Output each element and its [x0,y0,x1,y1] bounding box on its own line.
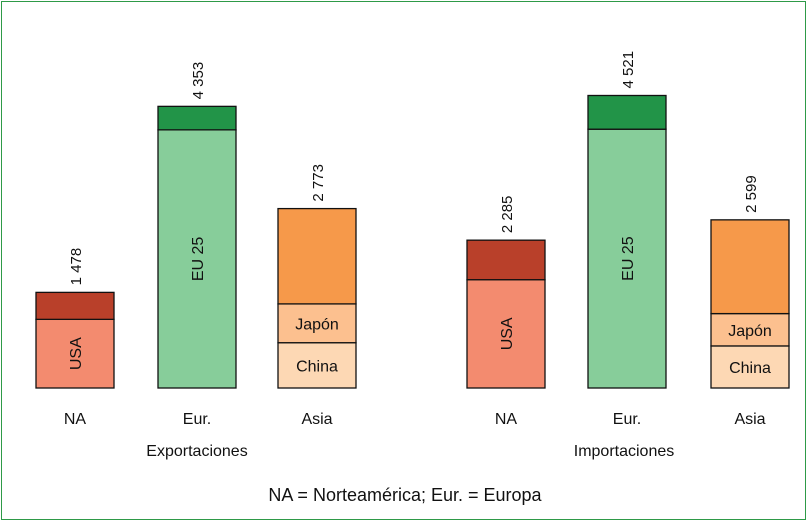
total-label: 1 478 [68,248,85,286]
segment-label: EU 25 [190,237,207,282]
segment-label: China [296,358,338,375]
segment-label: Japón [295,316,339,333]
total-label: 2 285 [499,196,516,234]
segment-label: China [729,360,771,377]
category-label: Eur. [183,411,211,428]
total-label: 2 599 [743,175,760,213]
bar-segment [157,129,237,389]
bar-segment [157,105,237,131]
group-label: Importaciones [574,443,675,460]
bar-segment [587,128,667,389]
category-label: Asia [301,411,332,428]
bar-segment [35,291,115,321]
bar-segment [466,279,546,389]
segment-label: Japón [728,323,772,340]
group-label: Exportaciones [146,443,247,460]
category-label: NA [495,411,518,428]
category-label: Asia [734,411,765,428]
footnote: NA = Norteamérica; Eur. = Europa [268,485,542,505]
bar-segment [466,239,546,281]
segment-label: EU 25 [620,236,637,281]
category-label: Eur. [613,411,641,428]
bar-segment [587,94,667,130]
total-label: 2 773 [310,164,327,202]
bar-segment [710,219,790,315]
total-label: 4 353 [190,62,207,100]
segment-label: USA [68,337,85,370]
category-label: NA [64,411,87,428]
bar-segment [710,345,790,389]
bar-segment [277,207,357,305]
total-label: 4 521 [620,51,637,89]
bar-segment [277,303,357,344]
bar-segment [710,312,790,347]
bar-segment [35,318,115,389]
segment-label: USA [499,317,516,350]
